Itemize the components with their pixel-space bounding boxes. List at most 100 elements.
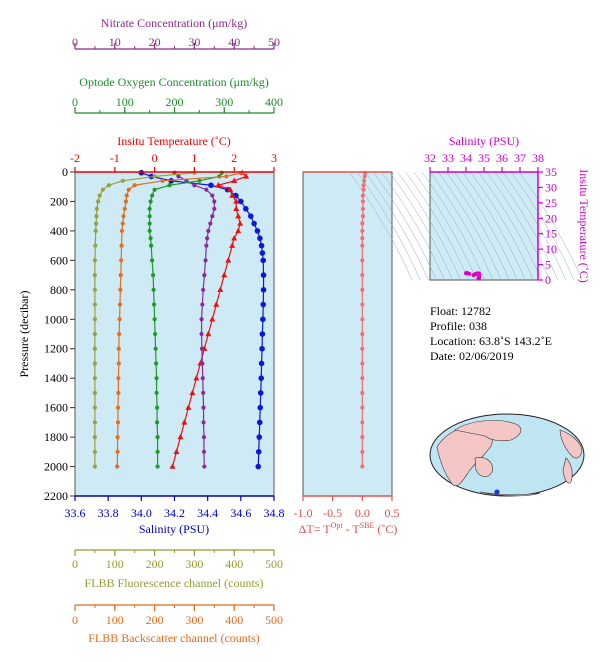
data-point bbox=[154, 376, 159, 381]
ts-plot-marks bbox=[464, 270, 482, 281]
data-point bbox=[126, 187, 131, 192]
data-point bbox=[92, 405, 97, 410]
data-point bbox=[205, 330, 212, 337]
fluorescence-axis-tick-label: 200 bbox=[146, 557, 164, 571]
data-point bbox=[257, 390, 264, 396]
backscatter-axis-tick-label: 300 bbox=[185, 613, 203, 627]
oxygen-axis-tick-label: 300 bbox=[215, 95, 233, 109]
pressure-tick-label: 1000 bbox=[44, 312, 68, 326]
data-point bbox=[148, 236, 153, 241]
data-point bbox=[224, 174, 229, 179]
float-location-marker bbox=[494, 489, 500, 495]
data-point bbox=[115, 434, 120, 440]
data-point bbox=[93, 221, 99, 226]
delta-t-point bbox=[360, 273, 365, 278]
temperature-tick-label: 0 bbox=[152, 151, 158, 165]
ts-temperature-tick-label: 35 bbox=[545, 165, 557, 179]
data-point bbox=[152, 174, 157, 179]
temperature-axis: Insitu Temperature (˚C) bbox=[117, 134, 231, 148]
salinity-axis-label: Salinity (PSU) bbox=[139, 522, 209, 536]
data-point bbox=[153, 361, 159, 366]
data-point bbox=[92, 258, 97, 263]
data-point bbox=[119, 258, 124, 263]
nitrate-axis-tick-label: 10 bbox=[109, 35, 121, 49]
data-point bbox=[177, 433, 184, 440]
oxygen-axis-tick-label: 100 bbox=[116, 95, 134, 109]
salinity-tick-label: 33.8 bbox=[98, 506, 119, 520]
data-point bbox=[259, 345, 265, 352]
data-point bbox=[92, 390, 97, 396]
data-point bbox=[215, 182, 222, 188]
pressure-tick-label: 1200 bbox=[44, 342, 68, 356]
data-point bbox=[203, 258, 208, 263]
data-point bbox=[92, 272, 97, 278]
data-point bbox=[152, 302, 157, 307]
fluorescence-axis-tick-label: 300 bbox=[185, 557, 203, 571]
data-point bbox=[212, 199, 217, 204]
data-point bbox=[200, 361, 205, 366]
temperature-axis-label: Insitu Temperature (˚C) bbox=[117, 134, 231, 148]
pressure-tick-label: 2200 bbox=[44, 489, 68, 503]
data-point bbox=[115, 464, 120, 469]
oxygen-axis: Optode Oxygen Concentration (μm/kg) 0 100… bbox=[72, 75, 283, 114]
data-point bbox=[92, 420, 97, 425]
series-line bbox=[149, 172, 223, 467]
data-point bbox=[221, 271, 228, 278]
temperature-tick-label: -1 bbox=[110, 151, 120, 165]
data-point bbox=[115, 405, 121, 410]
delta-t-point bbox=[360, 390, 365, 395]
data-point bbox=[119, 228, 125, 234]
data-point bbox=[237, 220, 244, 226]
oxygen-axis-tick-label: 400 bbox=[265, 95, 283, 109]
data-point bbox=[235, 227, 242, 234]
data-point bbox=[233, 205, 240, 212]
data-point bbox=[193, 374, 200, 381]
data-point bbox=[238, 198, 244, 205]
delta-t-point bbox=[360, 361, 365, 366]
ts-temperature-label: Insitu Temperature (˚C) bbox=[577, 169, 591, 283]
float-location: Location: 63.8˚S 143.2˚E bbox=[430, 334, 552, 348]
data-point bbox=[92, 287, 97, 292]
backscatter-axis-tick-label: 400 bbox=[225, 613, 243, 627]
data-point bbox=[208, 182, 214, 189]
data-point bbox=[201, 434, 207, 440]
ts-temperature-tick-label: 25 bbox=[545, 196, 557, 210]
temperature-tick-label: 3 bbox=[271, 151, 277, 165]
data-point bbox=[201, 405, 206, 410]
pressure-tick-label: 200 bbox=[50, 194, 68, 208]
data-point bbox=[150, 258, 155, 263]
data-point bbox=[229, 192, 236, 198]
delta-t-point bbox=[361, 187, 366, 192]
data-point bbox=[116, 376, 121, 381]
data-point bbox=[202, 272, 207, 278]
data-point bbox=[210, 193, 215, 198]
data-point bbox=[260, 272, 267, 278]
data-point bbox=[185, 404, 192, 410]
data-point bbox=[93, 243, 98, 248]
nitrate-axis-tick-label: 30 bbox=[188, 35, 200, 49]
data-point bbox=[201, 390, 206, 396]
backscatter-axis-tick-label: 500 bbox=[265, 613, 283, 627]
delta-t-point bbox=[360, 435, 365, 440]
data-point bbox=[160, 178, 165, 183]
data-point bbox=[147, 214, 152, 219]
delta-t-point bbox=[360, 228, 365, 233]
data-point bbox=[92, 376, 97, 381]
data-point bbox=[259, 331, 266, 337]
data-point bbox=[254, 228, 261, 234]
fluorescence-axis-label: FLBB Fluorescence channel (counts) bbox=[85, 576, 264, 590]
data-point bbox=[150, 193, 155, 198]
salinity-tick-label: 34.8 bbox=[264, 506, 285, 520]
pressure-tick-label: 1400 bbox=[44, 371, 68, 385]
data-point bbox=[243, 173, 250, 179]
data-point bbox=[199, 317, 204, 322]
data-point bbox=[123, 199, 129, 204]
backscatter-axis-tick-label: 200 bbox=[146, 613, 164, 627]
data-point bbox=[260, 287, 267, 293]
data-point bbox=[124, 193, 129, 198]
data-point bbox=[181, 419, 188, 425]
fluorescence-axis-tick-label: 100 bbox=[106, 557, 124, 571]
data-point bbox=[115, 420, 121, 425]
